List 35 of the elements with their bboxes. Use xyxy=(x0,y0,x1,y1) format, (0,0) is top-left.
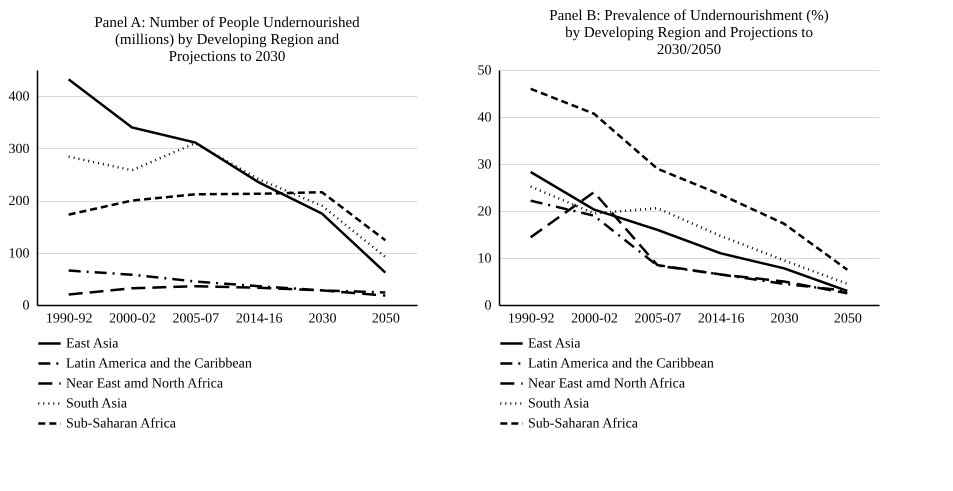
y-tick-label: 40 xyxy=(478,110,492,126)
y-tick-label: 300 xyxy=(8,142,30,157)
x-tick-label: 1990-92 xyxy=(46,312,93,326)
y-tick-label: 20 xyxy=(478,204,492,220)
x-tick-label: 2050 xyxy=(834,312,862,326)
legend-label: Latin America and the Caribbean xyxy=(66,356,252,372)
x-tick-label: 2000-02 xyxy=(109,312,156,326)
legend-label: Latin America and the Caribbean xyxy=(528,356,714,372)
x-tick-label: 2005-07 xyxy=(172,312,220,326)
legend-label: East Asia xyxy=(528,336,582,352)
y-tick-label: 0 xyxy=(22,298,30,314)
x-tick-label: 2050 xyxy=(372,312,400,326)
legend-label: Near East amd North Africa xyxy=(528,376,686,392)
x-tick-label: 2014-16 xyxy=(698,312,745,326)
legend-label: South Asia xyxy=(528,396,590,412)
legend-label: Sub-Saharan Africa xyxy=(528,416,639,432)
x-tick-label: 2030 xyxy=(770,312,798,326)
chart-title: Panel B: Prevalence of Undernourishment (%) by Developing Region and Projections to 2030/2050 xyxy=(549,8,829,58)
y-tick-label: 30 xyxy=(478,158,492,172)
legend-label: Sub-Saharan Africa xyxy=(66,416,177,432)
legend-label: Near East amd North Africa xyxy=(66,376,224,392)
y-tick-label: 100 xyxy=(8,246,30,262)
x-tick-label: 2000-02 xyxy=(571,312,618,326)
y-tick-label: 400 xyxy=(8,90,30,105)
y-tick-label: 50 xyxy=(478,64,492,78)
y-tick-label: 200 xyxy=(8,194,30,210)
y-tick-label: 0 xyxy=(484,298,492,314)
chart-title: Panel A: Number of People Undernourished (millions) by Developing Region and Projections to 2030 xyxy=(94,15,360,65)
y-tick-label: 10 xyxy=(478,252,492,266)
legend-label: South Asia xyxy=(66,396,128,412)
x-tick-label: 2005-07 xyxy=(634,312,682,326)
x-tick-label: 1990-92 xyxy=(508,312,555,326)
legend-label: East Asia xyxy=(66,336,120,352)
x-tick-label: 2030 xyxy=(308,312,336,326)
x-tick-label: 2014-16 xyxy=(236,312,283,326)
